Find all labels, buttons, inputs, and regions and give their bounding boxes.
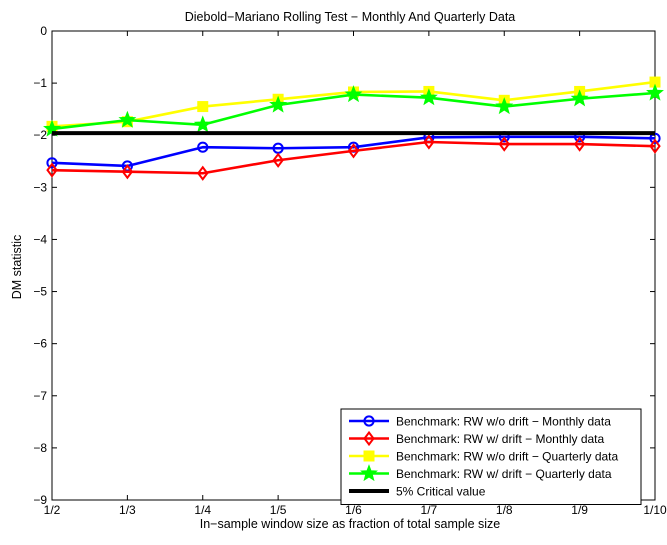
x-tick-label: 1/9 (571, 503, 588, 517)
y-tick-label: −4 (33, 232, 47, 246)
legend-label-4: Benchmark: RW w/ drift − Quarterly data (396, 467, 612, 481)
data-point-series-2 (121, 164, 134, 180)
data-point-series-4 (269, 95, 288, 113)
legend-label-1: Benchmark: RW w/o drift − Monthly data (396, 415, 611, 429)
data-point-series-3 (197, 101, 209, 113)
series-line-2 (51, 140, 656, 175)
data-point-series-2 (46, 162, 58, 178)
legend-marker-3 (363, 450, 375, 462)
y-axis-label: DM statistic (10, 235, 24, 300)
legend-label-2: Benchmark: RW w/ drift − Monthly data (396, 432, 605, 446)
y-tick-label: −5 (33, 285, 47, 299)
x-tick-label: 1/8 (496, 503, 513, 517)
chart-title: Diebold−Mariano Rolling Test − Monthly A… (185, 10, 516, 24)
legend-label-5: 5% Critical value (396, 485, 486, 499)
y-tick-label: −6 (33, 337, 47, 351)
data-point-series-4 (495, 97, 514, 115)
data-point-series-4 (646, 83, 664, 101)
y-tick-label: −2 (33, 128, 47, 142)
y-tick-label: −8 (33, 441, 47, 455)
legend: Benchmark: RW w/o drift − Monthly data Be… (340, 408, 642, 505)
data-point-series-2 (573, 136, 586, 152)
legend-marker-2 (363, 430, 375, 447)
series-line-1 (51, 135, 656, 168)
data-point-series-2 (197, 165, 209, 181)
x-axis-label: In−sample window size as fraction of tot… (200, 517, 501, 531)
data-point-series-2 (347, 143, 360, 159)
x-tick-label: 1/7 (421, 503, 438, 517)
y-tick-label: −1 (33, 76, 47, 90)
data-point-series-2 (498, 136, 510, 152)
legend-box (340, 408, 642, 505)
data-point-series-2 (423, 134, 435, 150)
data-point-series-1 (46, 157, 58, 169)
data-point-series-4 (570, 89, 589, 107)
data-point-series-2 (649, 138, 661, 154)
x-tick-label: 1/2 (44, 503, 61, 517)
legend-label-3: Benchmark: RW w/o drift − Quarterly data (396, 450, 619, 464)
x-tick-label: 1/5 (270, 503, 287, 517)
data-point-series-4 (419, 88, 438, 106)
legend-marker-4 (360, 464, 378, 482)
x-tick-label: 1/4 (194, 503, 211, 517)
y-tick-label: −9 (33, 493, 47, 507)
x-tick-label: 1/6 (345, 503, 362, 517)
data-point-series-4 (193, 115, 212, 133)
x-tick-label: 1/10 (643, 503, 667, 517)
legend-marker-1 (363, 415, 375, 427)
plot-area: 0 −1 −2 −3 −4 −5 −6 −7 −8 −91/2 1/3 1/4 1/5 1/6 1/7 1/8… (33, 24, 667, 517)
data-point-series-2 (272, 152, 284, 168)
x-tick-label: 1/3 (119, 503, 136, 517)
y-tick-label: −7 (33, 389, 47, 403)
data-point-series-4 (118, 110, 137, 128)
data-point-series-1 (197, 141, 209, 153)
y-tick-label: 0 (40, 24, 47, 38)
y-tick-label: −3 (33, 180, 47, 194)
data-point-series-4 (344, 85, 363, 103)
